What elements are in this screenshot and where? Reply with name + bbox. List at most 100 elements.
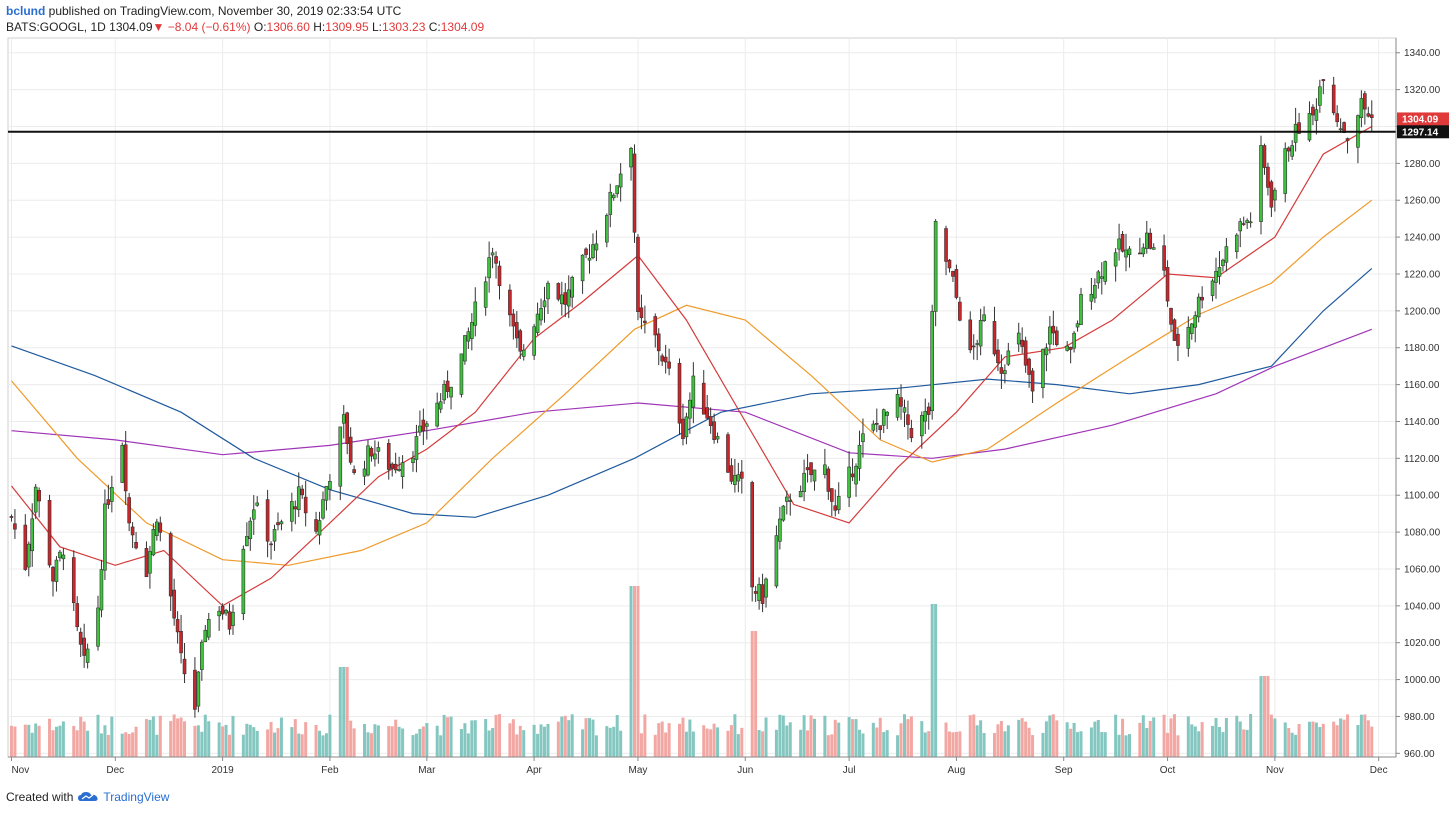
candle [414, 424, 419, 473]
volume-bar [345, 667, 349, 757]
candlesticks [9, 76, 1374, 718]
candle-body [1117, 238, 1121, 250]
candle [996, 339, 1000, 372]
candle-body [470, 322, 474, 339]
candle [978, 308, 983, 356]
price-axis: 1340.001320.001300.001280.001260.001240.… [1395, 38, 1449, 760]
candle [341, 405, 346, 439]
candle [470, 313, 474, 351]
candle-body [231, 611, 235, 626]
volume-bar [207, 721, 211, 757]
candle [1318, 79, 1322, 113]
volume-bar [1294, 734, 1298, 757]
volume-bar [968, 715, 972, 757]
candle-body [584, 248, 588, 255]
volume-bar [255, 730, 259, 757]
candle-body [96, 607, 100, 647]
candle [300, 484, 305, 499]
symbol-label: BATS:GOOGL, 1D [6, 20, 106, 34]
candle-body [1103, 261, 1108, 282]
candle-body [103, 503, 107, 571]
candle-body [1307, 113, 1312, 141]
candle [968, 311, 973, 354]
candle-body [85, 648, 90, 663]
volume-bar [809, 715, 813, 757]
candle [1016, 322, 1021, 352]
volume-bar [1346, 714, 1350, 757]
volume-bar [1141, 715, 1145, 757]
candle-body [632, 153, 637, 233]
volume-bar [806, 730, 810, 757]
candle [348, 427, 353, 465]
candle-body [106, 499, 111, 505]
candle [629, 146, 633, 181]
volume-bar [484, 719, 488, 757]
candle [618, 163, 623, 202]
down-arrow-icon: ▼ [152, 20, 165, 34]
candle-body [78, 631, 83, 645]
last-price-tag: 1304.09 [1402, 114, 1439, 125]
tradingview-link[interactable]: TradingView [103, 790, 170, 804]
ohlc-legend: BATS:GOOGL, 1D 1304.09▼ −8.04 (−0.61%) O… [6, 20, 484, 34]
volume-bar [131, 732, 135, 757]
candle [466, 327, 471, 349]
volume-bar [954, 731, 958, 757]
candle [1151, 243, 1156, 250]
candle [1169, 307, 1173, 332]
candle-body [785, 496, 789, 502]
volume-bar [667, 723, 671, 757]
candle-body [636, 236, 640, 312]
candle-body [878, 425, 883, 431]
candle [923, 398, 928, 435]
price-chart[interactable]: 1340.001320.001300.001280.001260.001240.… [0, 0, 1456, 785]
candle-body [1151, 247, 1156, 250]
candle-body [1345, 138, 1350, 141]
candle-body [836, 495, 841, 511]
volume-bar [1200, 722, 1204, 757]
volume-bar [1020, 718, 1024, 757]
volume-bar [1318, 727, 1322, 757]
publisher-username[interactable]: bclund [6, 4, 46, 18]
candle-body [971, 345, 976, 348]
candle-body [1144, 232, 1149, 249]
volume-bar [352, 728, 356, 757]
candle-body [227, 611, 232, 630]
volume-bar [1335, 725, 1339, 757]
candle-body [459, 353, 464, 395]
candle-body [1262, 145, 1267, 168]
volume-bar [1079, 731, 1083, 757]
volume-bar [927, 731, 931, 757]
candle-body [1120, 233, 1125, 252]
candle-body [341, 414, 346, 424]
volume-bar [411, 735, 415, 757]
volume-bar [304, 722, 308, 757]
volume-bar [691, 731, 695, 757]
candle-body [750, 482, 754, 588]
candle [1210, 278, 1215, 302]
volume-bars [9, 586, 1374, 757]
candle-body [615, 185, 619, 195]
candle-body [487, 257, 491, 279]
candle-body [23, 524, 28, 570]
candle [933, 219, 938, 327]
volume-bar [826, 735, 830, 757]
candle [13, 509, 17, 539]
candle-body [781, 505, 786, 521]
candle [729, 458, 734, 485]
candle-body [414, 436, 419, 460]
volume-bar [584, 718, 588, 757]
candle-body [591, 244, 595, 258]
volume-bar [134, 726, 138, 757]
candle-body [224, 609, 228, 614]
candle-body [1065, 345, 1069, 351]
candle [902, 399, 907, 428]
y-tick-label: 1280.00 [1404, 159, 1441, 170]
candle-body [639, 307, 644, 319]
candle [1051, 310, 1056, 346]
candle [1241, 216, 1246, 226]
candle-body [1234, 234, 1239, 252]
volume-bar [172, 714, 176, 757]
candle [701, 370, 706, 415]
candle [930, 304, 934, 420]
candle-body [497, 265, 502, 287]
